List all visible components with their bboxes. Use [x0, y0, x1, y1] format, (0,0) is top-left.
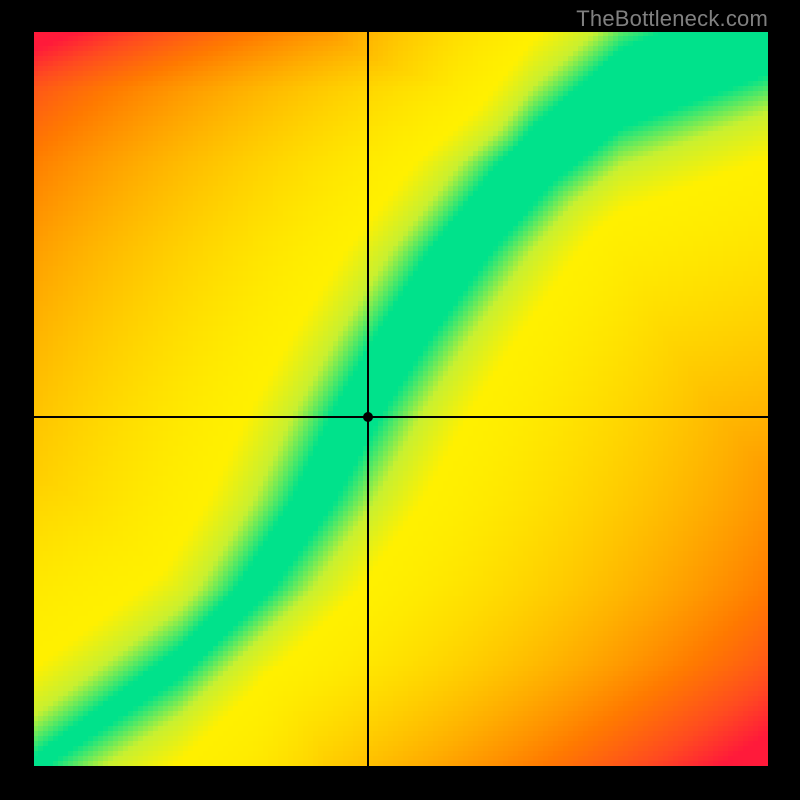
watermark-text: TheBottleneck.com	[576, 6, 768, 32]
crosshair-vertical	[367, 32, 369, 766]
crosshair-horizontal	[34, 416, 768, 418]
bottleneck-heatmap	[34, 32, 768, 766]
